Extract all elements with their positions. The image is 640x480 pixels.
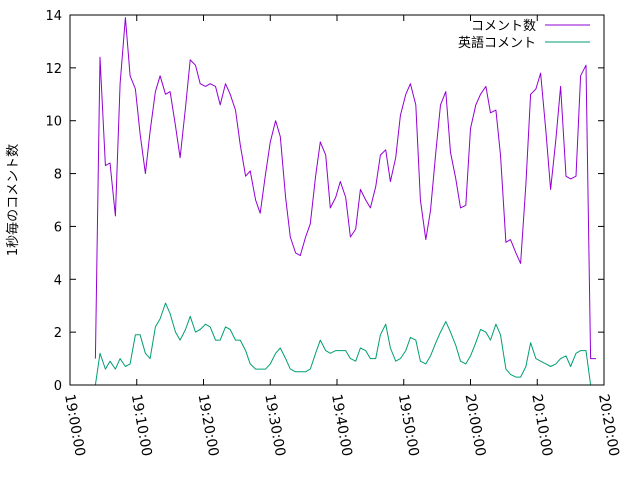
legend-label: 英語コメント [458, 35, 536, 51]
x-tick-label: 19:40:00 [328, 393, 355, 458]
y-tick-label: 4 [54, 273, 62, 288]
plot-lines [94, 17, 596, 386]
series-line-1 [94, 17, 596, 360]
series-line-2 [94, 302, 592, 386]
y-axis-title: 1秒毎のコメント数 [5, 144, 21, 256]
y-tick-label: 6 [54, 220, 62, 235]
x-tick-label: 19:30:00 [261, 393, 288, 458]
x-tick-label: 19:10:00 [128, 393, 155, 458]
x-tick-label: 20:20:00 [595, 393, 622, 458]
x-tick-label: 20:10:00 [528, 393, 555, 458]
y-tick-label: 10 [45, 115, 62, 130]
plot-frame [69, 14, 605, 386]
y-tick-label: 0 [54, 379, 62, 394]
y-tick-label: 8 [54, 168, 62, 183]
x-tick-label: 20:00:00 [462, 393, 489, 458]
x-tick-label: 19:50:00 [395, 393, 422, 458]
y-tick-label: 14 [45, 9, 62, 24]
y-axis-ticks: 0 2 4 6 8 10 12 14 [45, 9, 604, 394]
legend-label: コメント数 [471, 19, 536, 34]
x-tick-label: 19:20:00 [195, 393, 222, 458]
y-tick-label: 2 [54, 326, 62, 341]
y-tick-label: 12 [45, 62, 62, 77]
x-tick-label: 19:00:00 [61, 393, 88, 458]
